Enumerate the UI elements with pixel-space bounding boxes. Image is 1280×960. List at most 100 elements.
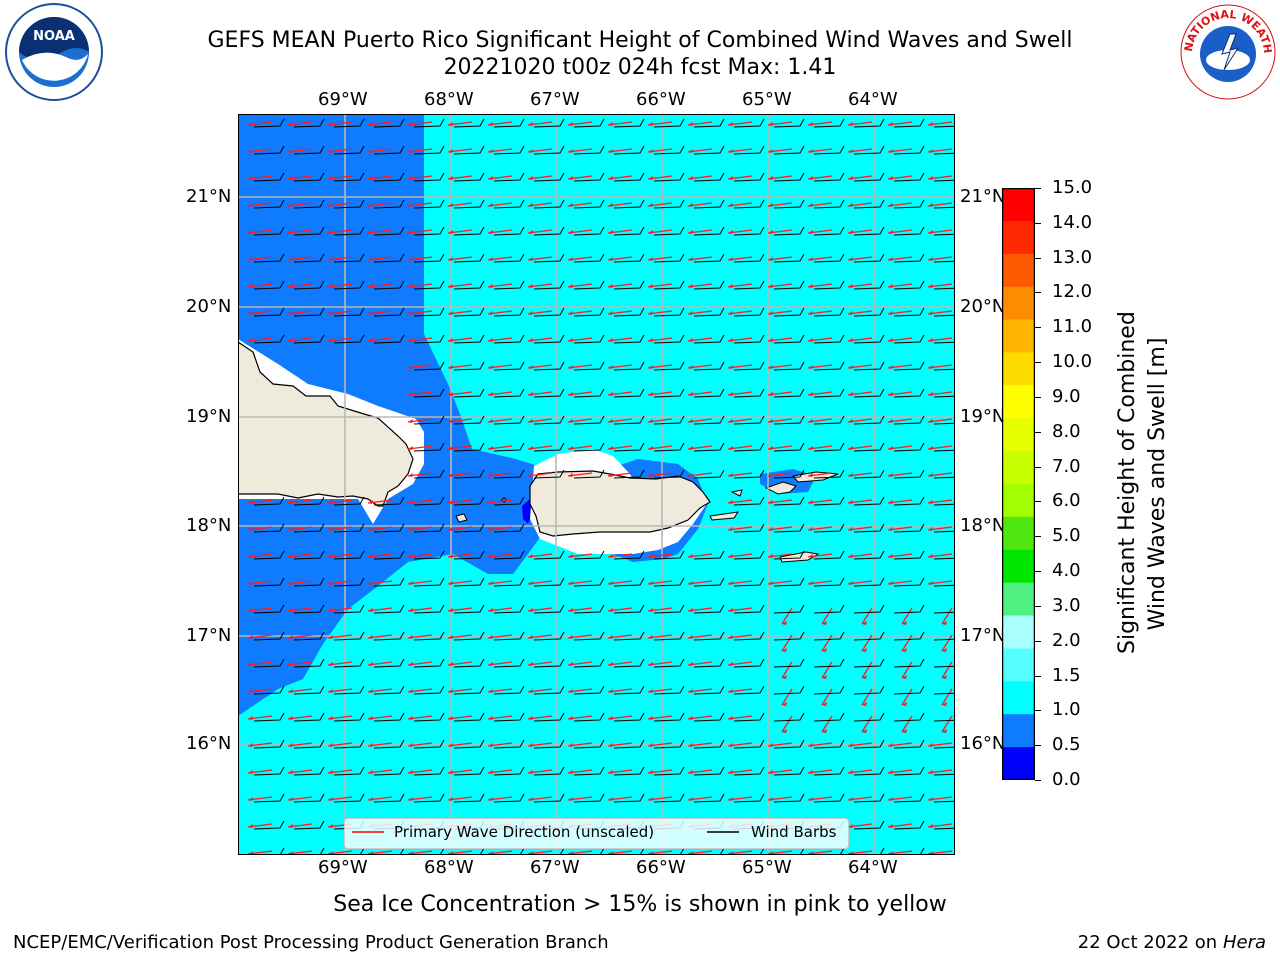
wind-barb — [653, 172, 685, 182]
wind-barb — [893, 523, 925, 533]
wave-direction-arrowhead — [942, 648, 947, 652]
lat-label-right: 16°N — [960, 733, 1006, 754]
wind-barb — [853, 820, 885, 830]
wind-barb — [493, 631, 525, 641]
lon-label-top: 68°W — [424, 89, 474, 110]
wind-barb — [733, 253, 765, 263]
wind-barb — [493, 523, 525, 533]
wind-barb — [333, 334, 365, 344]
wave-direction-arrow — [781, 634, 793, 652]
wave-direction-arrowhead — [448, 122, 453, 126]
lat-label-right: 19°N — [960, 406, 1006, 427]
wave-direction-arrowhead — [648, 176, 653, 180]
colorbar-tick-label: 5.0 — [1052, 525, 1081, 547]
wave-direction-arrowhead — [288, 797, 293, 801]
wave-direction-arrowhead — [648, 689, 653, 693]
wave-direction-arrowhead — [768, 176, 773, 180]
wind-barb — [773, 577, 805, 587]
wave-direction-arrowhead — [288, 635, 293, 639]
wind-barb — [573, 172, 605, 182]
wave-direction-arrowhead — [768, 230, 773, 234]
wave-direction-arrowhead — [248, 257, 253, 261]
wave-direction-arrowhead — [728, 608, 733, 612]
wave-direction-arrowhead — [408, 257, 413, 261]
wind-barb — [333, 550, 365, 560]
wind-barb — [333, 118, 365, 128]
wind-barb — [293, 280, 325, 290]
wave-direction-arrowhead — [648, 446, 653, 450]
wind-barb — [293, 550, 325, 560]
wave-direction-arrowhead — [808, 365, 813, 369]
wind-barb — [773, 199, 805, 209]
wind-barb — [293, 712, 325, 722]
wind-barb — [413, 253, 445, 263]
wave-direction-arrowhead — [942, 675, 947, 679]
wave-direction-arrow — [901, 715, 913, 733]
wave-direction-arrowhead — [448, 608, 453, 612]
wave-direction-arrowhead — [862, 675, 867, 679]
wave-direction-arrowhead — [848, 527, 853, 531]
wave-direction-arrowhead — [608, 230, 613, 234]
wave-direction-arrowhead — [768, 527, 773, 531]
wind-barb — [893, 307, 925, 317]
wind-barb — [693, 577, 725, 587]
wave-direction-arrowhead — [728, 797, 733, 801]
wave-direction-arrowhead — [728, 257, 733, 261]
wave-direction-arrowhead — [288, 662, 293, 666]
wind-barb — [693, 199, 725, 209]
wind-barb — [293, 685, 325, 695]
wave-direction-arrowhead — [808, 392, 813, 396]
wave-direction-arrowhead — [888, 500, 893, 504]
wind-barb — [533, 577, 565, 587]
wind-barb — [893, 253, 925, 263]
wave-direction-arrowhead — [888, 770, 893, 774]
wave-direction-arrowhead — [862, 621, 867, 625]
wind-barb — [853, 226, 885, 236]
wave-direction-arrowhead — [408, 500, 413, 504]
wave-direction-arrowhead — [488, 176, 493, 180]
wind-barb — [893, 469, 925, 479]
wind-barb — [653, 469, 685, 479]
wave-direction-arrowhead — [328, 149, 333, 153]
wind-barb — [333, 253, 365, 263]
wind-barb — [653, 766, 685, 776]
wave-direction-arrowhead — [248, 716, 253, 720]
wind-barb — [693, 685, 725, 695]
wind-barb — [373, 523, 405, 533]
wave-direction-arrowhead — [408, 608, 413, 612]
wave-direction-arrowhead — [648, 419, 653, 423]
wind-barb — [333, 604, 365, 614]
wind-barb — [293, 199, 325, 209]
wave-direction-arrowhead — [808, 284, 813, 288]
wind-barb — [373, 145, 405, 155]
wave-direction-arrowhead — [768, 392, 773, 396]
colorbar-tick-mark — [1035, 431, 1041, 433]
wind-barb — [333, 145, 365, 155]
wave-direction-arrowhead — [248, 689, 253, 693]
wave-direction-arrowhead — [728, 770, 733, 774]
wave-direction-arrowhead — [368, 338, 373, 342]
wind-barb — [613, 280, 645, 290]
wave-direction-arrow — [901, 661, 913, 679]
colorbar-segment — [1002, 286, 1035, 321]
wind-barb — [333, 199, 365, 209]
wind-barb — [773, 550, 805, 560]
wave-direction-arrowhead — [782, 702, 787, 706]
wind-barb — [853, 577, 885, 587]
wave-direction-arrowhead — [288, 176, 293, 180]
wind-barb — [493, 442, 525, 452]
wave-direction-arrowhead — [488, 500, 493, 504]
wind-barbs-legend-label: Wind Barbs — [751, 823, 837, 841]
wind-barb — [853, 253, 885, 263]
wave-direction-arrowhead — [848, 176, 853, 180]
wave-direction-arrowhead — [648, 230, 653, 234]
wave-direction-arrowhead — [408, 230, 413, 234]
wind-barb — [573, 145, 605, 155]
wave-direction-arrowhead — [808, 230, 813, 234]
wind-barb — [693, 253, 725, 263]
wave-direction-arrowhead — [608, 365, 613, 369]
wave-direction-arrowhead — [488, 203, 493, 207]
wind-barb — [333, 631, 365, 641]
wave-direction-arrowhead — [368, 284, 373, 288]
wind-barb — [573, 739, 605, 749]
